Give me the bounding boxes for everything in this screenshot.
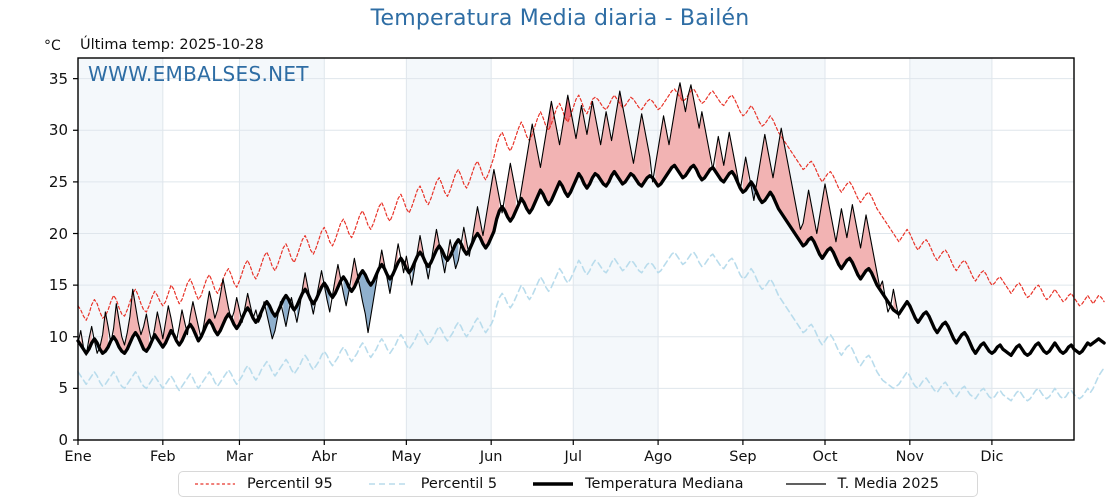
legend-label-percentil-95: Percentil 95 xyxy=(247,476,333,492)
y-tick-label: 0 xyxy=(58,431,68,449)
series-lines xyxy=(76,82,1106,402)
legend-swatch-percentil-95 xyxy=(193,477,237,491)
legend-item-percentil-95[interactable]: Percentil 95 xyxy=(193,472,333,496)
x-tick-label-feb: Feb xyxy=(149,449,176,465)
y-tick-label: 25 xyxy=(48,172,68,191)
y-axis-tick-labels: 0 5 10 15 20 25 30 35 xyxy=(24,0,68,500)
x-tick-label-oct: Oct xyxy=(812,449,838,465)
legend-label-percentil-5: Percentil 5 xyxy=(420,476,498,492)
x-tick-label-may: May xyxy=(391,449,422,465)
y-tick-label: 10 xyxy=(48,327,68,346)
x-tick-label-ene: Ene xyxy=(64,449,92,465)
y-axis-unit-label: °C xyxy=(44,38,61,54)
watermark-label: WWW.EMBALSES.NET xyxy=(88,62,309,86)
axes-frame xyxy=(77,57,1075,441)
legend-swatch-t-media-2025 xyxy=(784,477,828,491)
x-tick-label-ago: Ago xyxy=(644,449,673,465)
legend-item-t-media-2025[interactable]: T. Media 2025 xyxy=(784,472,939,496)
x-tick-label-sep: Sep xyxy=(729,449,757,465)
legend-label-t-media-2025: T. Media 2025 xyxy=(837,476,939,492)
legend-item-percentil-5[interactable]: Percentil 5 xyxy=(367,472,497,496)
x-tick-label-abr: Abr xyxy=(311,449,337,465)
y-tick-label: 5 xyxy=(58,379,68,398)
x-tick-label-jun: Jun xyxy=(479,449,503,465)
last-temperature-date-label: Última temp: 2025-10-28 xyxy=(80,37,264,53)
x-tick-label-dic: Dic xyxy=(980,449,1004,465)
x-tick-label-jul: Jul xyxy=(564,449,583,465)
y-tick-label: 30 xyxy=(48,121,68,140)
y-tick-label: 35 xyxy=(48,69,68,88)
page-title: Temperatura Media diaria - Bailén xyxy=(370,6,750,31)
axis-ticks xyxy=(73,78,993,445)
y-tick-label: 20 xyxy=(48,224,68,243)
chart-legend: Percentil 95 Percentil 5 Temperatura Med… xyxy=(178,471,978,497)
legend-label-temperatura-mediana: Temperatura Mediana xyxy=(585,476,744,492)
legend-swatch-temperatura-mediana xyxy=(531,477,575,491)
x-tick-label-mar: Mar xyxy=(225,449,254,465)
x-tick-label-nov: Nov xyxy=(895,449,924,465)
legend-item-temperatura-mediana[interactable]: Temperatura Mediana xyxy=(531,472,744,496)
y-tick-label: 15 xyxy=(48,276,68,295)
legend-swatch-percentil-5 xyxy=(367,477,411,491)
